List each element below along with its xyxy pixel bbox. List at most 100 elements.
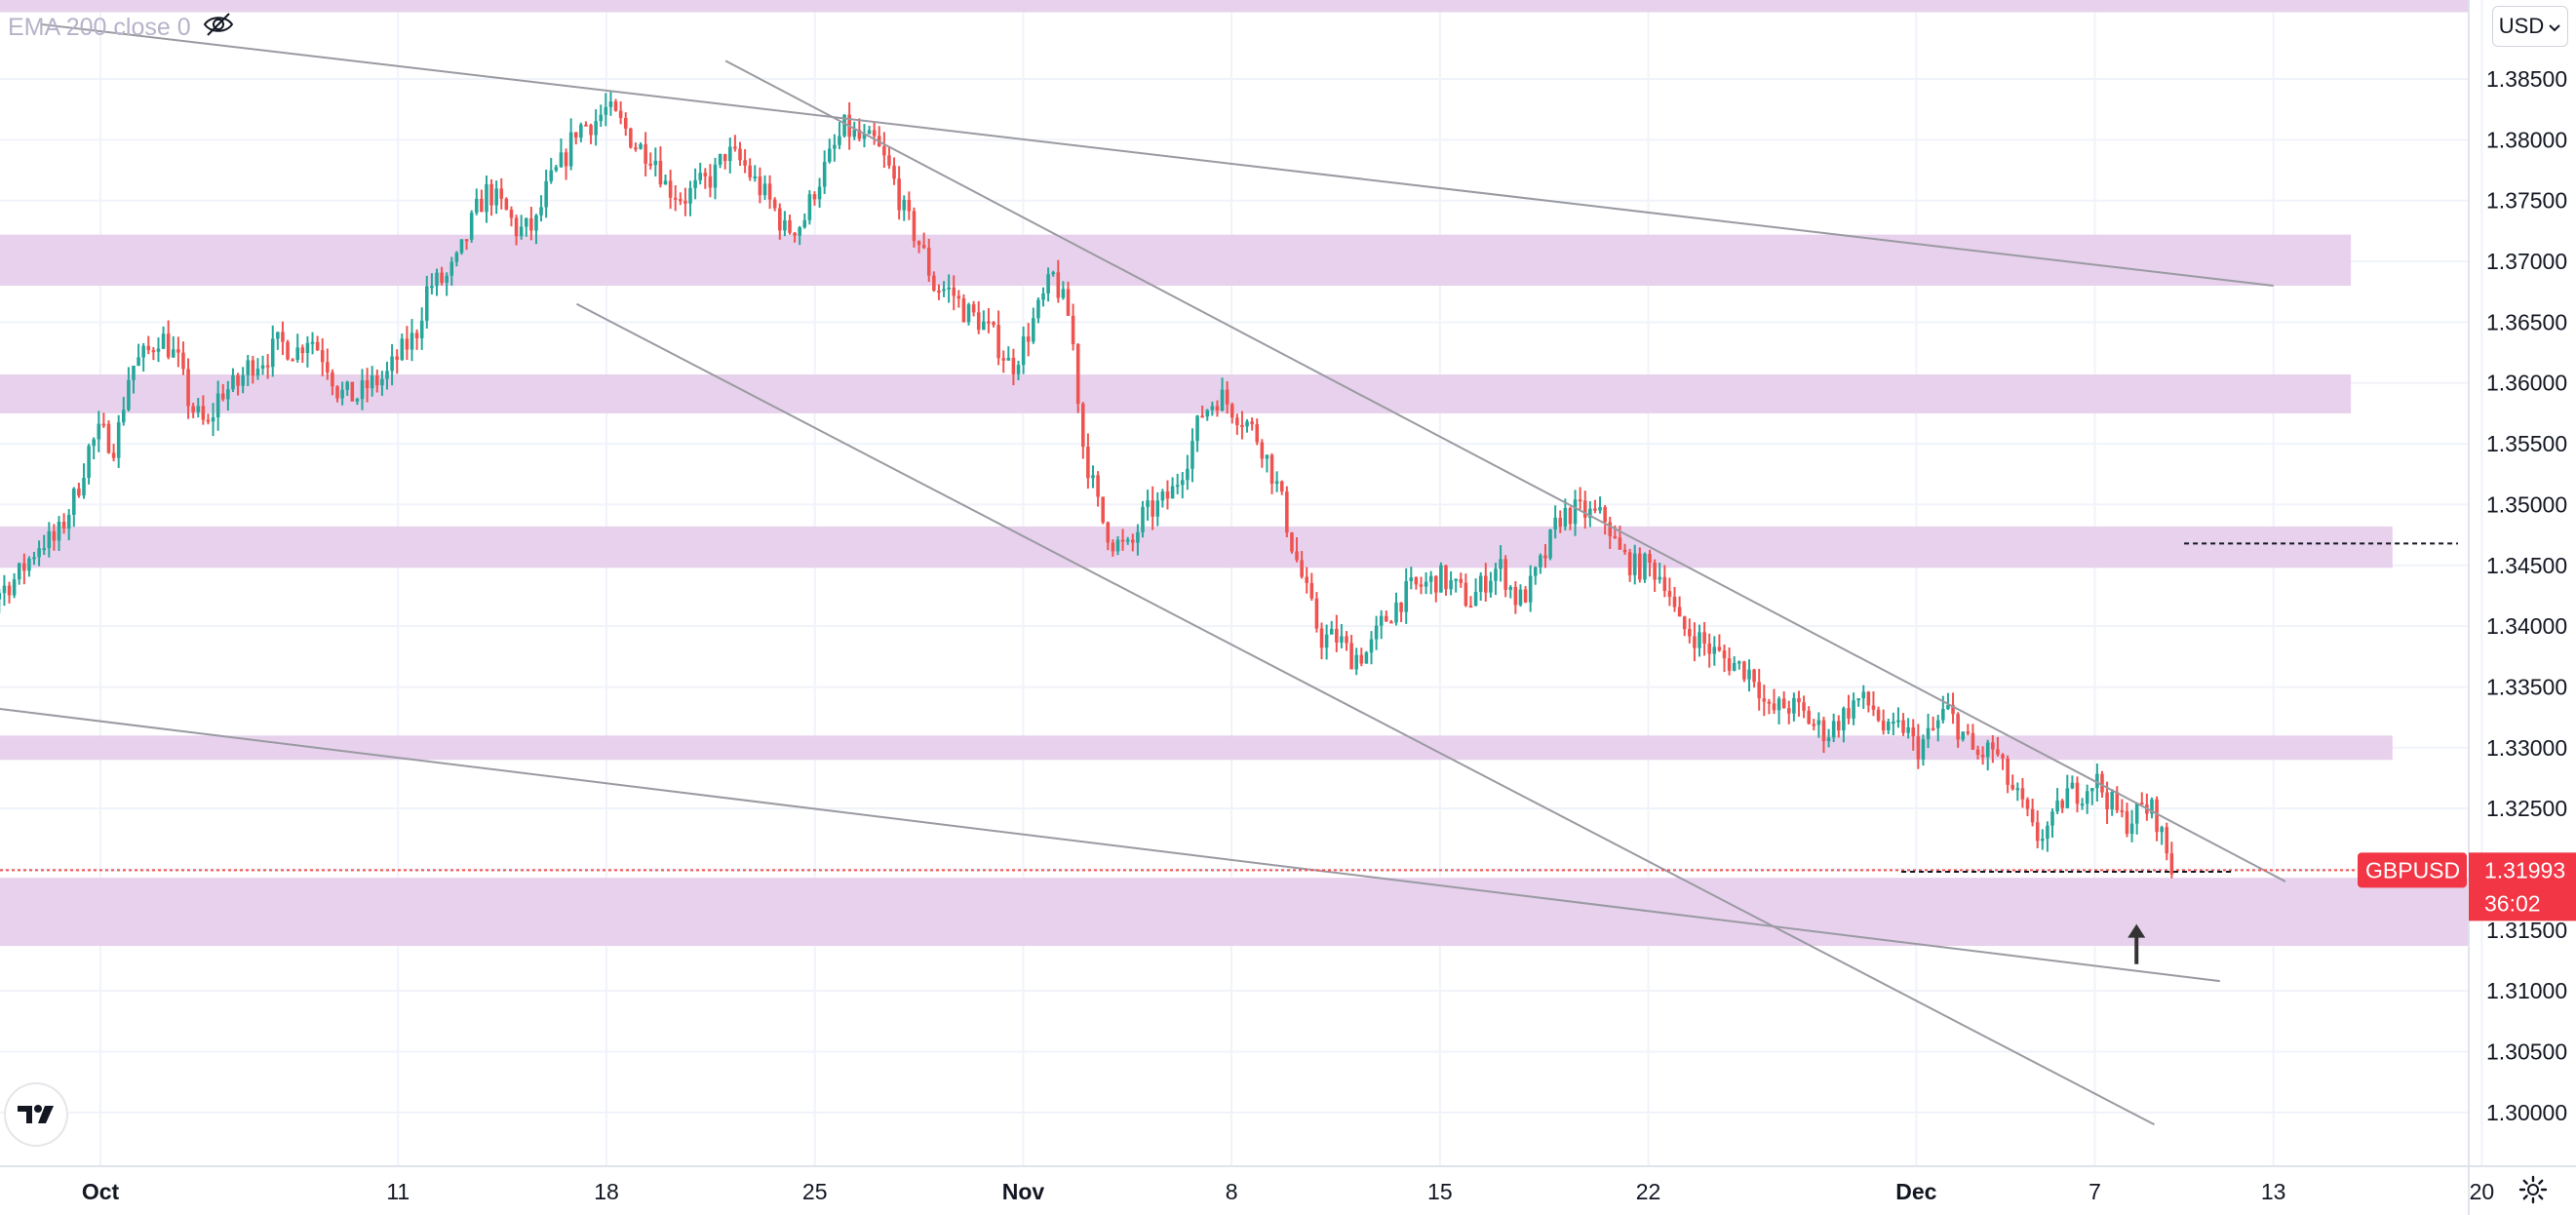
trendlines <box>0 22 2286 1126</box>
candle-body <box>1816 720 1821 725</box>
indicator-legend[interactable]: EMA 200 close 0 <box>8 10 234 45</box>
candle-body <box>1130 539 1135 543</box>
candle-body <box>171 349 176 358</box>
candle-body <box>1444 565 1448 590</box>
candle-body <box>728 146 732 162</box>
candle-body <box>917 241 921 246</box>
time-axis[interactable]: Oct 11 18 25 Nov 8 15 22 Dec 7 13 20 <box>82 1179 2494 1204</box>
candle-body <box>405 338 410 350</box>
candle-body <box>1424 581 1428 587</box>
eye-crossed-icon[interactable] <box>203 12 234 44</box>
candle-body <box>852 129 857 137</box>
candle-body <box>822 161 827 187</box>
candle-body <box>2090 788 2094 792</box>
candle-body <box>1767 701 1772 704</box>
candle-body <box>1464 582 1468 607</box>
candle-body <box>1220 389 1225 412</box>
candle-body <box>673 197 678 200</box>
candle-body <box>613 101 618 111</box>
x-tick-label: 18 <box>594 1179 619 1204</box>
candle-body <box>1006 357 1011 361</box>
candle-body <box>2041 839 2045 842</box>
candle-body <box>246 360 251 375</box>
candle-body <box>2070 782 2075 789</box>
candle-body <box>2006 758 2010 785</box>
candle-body <box>211 416 215 422</box>
candle-body <box>802 219 807 228</box>
candle-body <box>66 514 71 529</box>
candle-body <box>27 558 31 571</box>
candle-body <box>1842 708 1846 731</box>
candle-body <box>1300 560 1304 577</box>
candle-body <box>1693 636 1697 648</box>
candle-body <box>1483 575 1488 593</box>
tradingview-logo[interactable] <box>6 1084 66 1145</box>
gear-icon[interactable] <box>2514 1170 2553 1209</box>
candle-body <box>971 304 976 313</box>
candle-body <box>639 143 643 149</box>
candle-body <box>345 381 350 390</box>
x-tick-label: 13 <box>2261 1179 2286 1204</box>
candle-body <box>1210 406 1215 411</box>
candle-body <box>1021 336 1026 366</box>
candle-body <box>623 117 628 129</box>
candle-body <box>1598 507 1602 511</box>
candle-body <box>1046 274 1050 294</box>
candle-body <box>1961 731 1966 740</box>
y-tick-label: 1.33000 <box>2486 735 2567 761</box>
candle-body <box>504 198 509 211</box>
candle-body <box>1160 491 1165 501</box>
price-badge-bg <box>2469 852 2576 921</box>
candle-body <box>1165 491 1170 499</box>
candle-body <box>191 406 195 412</box>
candle-body <box>1980 755 1985 758</box>
candle-body <box>1653 563 1657 580</box>
candle-body <box>1593 508 1597 511</box>
candle-body <box>544 180 548 208</box>
candle-body <box>226 389 230 400</box>
candle-body <box>127 379 131 411</box>
candle-body <box>1335 628 1339 643</box>
candle-body <box>1901 720 1905 733</box>
candle-body <box>668 180 673 198</box>
candle-body <box>480 198 484 213</box>
candle-body <box>1439 565 1443 593</box>
candle-body <box>1389 621 1393 624</box>
candle-body <box>2046 825 2049 840</box>
candle-body <box>2030 808 2035 823</box>
candle-body <box>1115 539 1120 552</box>
candle-body <box>236 374 240 386</box>
y-tick-label: 1.31000 <box>2486 978 2567 1003</box>
candle-body <box>1916 736 1921 760</box>
candle-body <box>1648 553 1652 564</box>
y-tick-label: 1.38000 <box>2486 127 2567 152</box>
candle-body <box>101 423 106 426</box>
candle-body <box>932 275 936 292</box>
candle-body <box>365 379 370 389</box>
candle-body <box>315 341 320 351</box>
currency-selector[interactable]: USD <box>2492 6 2568 47</box>
candle-body <box>1573 499 1578 525</box>
price-axis[interactable]: 1.38500 1.38000 1.37500 1.37000 1.36500 1.360… <box>2486 66 2567 1125</box>
y-tick-label: 1.35500 <box>2486 431 2567 456</box>
candle-body <box>807 194 812 220</box>
candle-body <box>161 333 166 349</box>
candle-body <box>350 381 355 402</box>
candle-body <box>748 165 752 177</box>
candle-body <box>1996 749 2000 755</box>
candle-body <box>738 148 742 161</box>
candle-body <box>1672 596 1677 608</box>
candle-body <box>604 106 608 115</box>
candle-body <box>1285 491 1289 533</box>
candle-body <box>1931 727 1935 730</box>
candle-body <box>2110 792 2114 810</box>
candle-body <box>1096 475 1100 497</box>
x-tick-label: 25 <box>802 1179 828 1204</box>
candle-body <box>146 345 151 351</box>
candle-body <box>514 217 519 237</box>
candle-body <box>1707 643 1711 654</box>
candle-body <box>300 347 305 354</box>
trendline-1 <box>724 59 2286 882</box>
candle-body <box>2155 799 2159 833</box>
